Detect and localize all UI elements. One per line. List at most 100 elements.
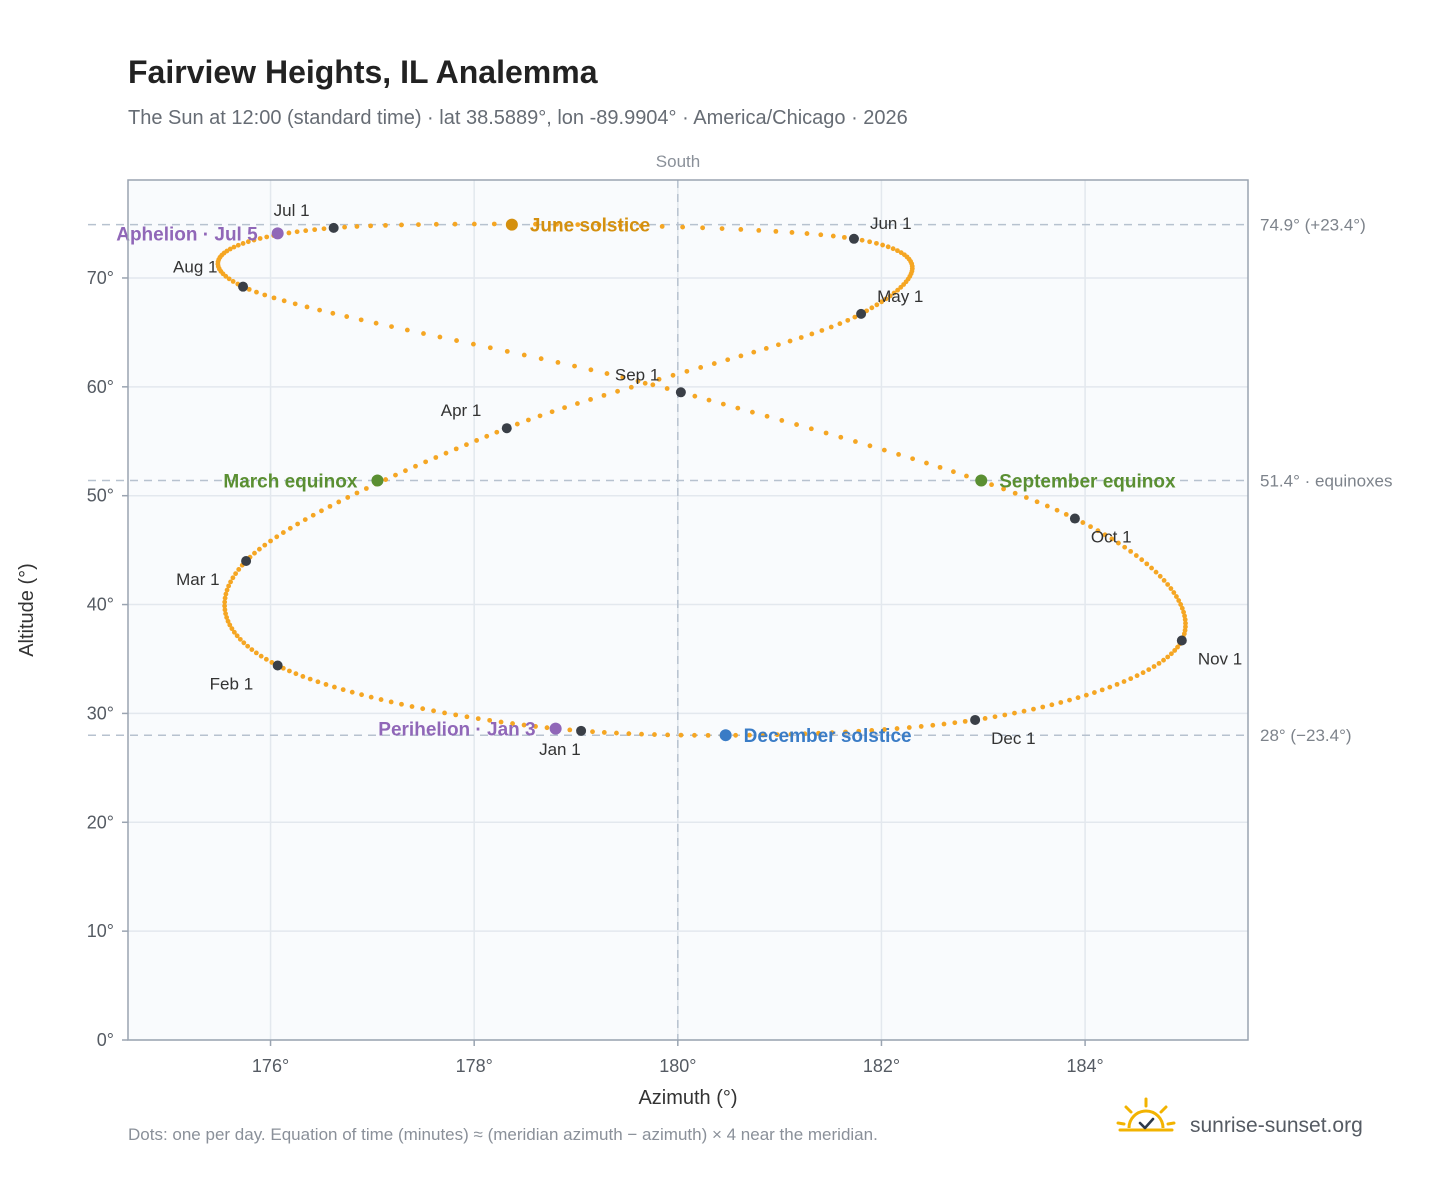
daily-dot	[620, 374, 626, 380]
daily-dot	[1169, 651, 1174, 657]
month-marker-label: Apr 1	[441, 401, 482, 420]
daily-dot	[257, 236, 263, 241]
daily-dot	[484, 433, 490, 439]
daily-dot	[383, 222, 388, 228]
x-tick-label: 180°	[659, 1056, 696, 1076]
daily-dot	[898, 250, 904, 256]
daily-dot	[354, 490, 360, 496]
y-tick-label: 30°	[87, 703, 114, 723]
daily-dot	[293, 671, 299, 677]
daily-dot	[336, 499, 342, 505]
daily-dot	[1168, 586, 1174, 591]
daily-dot	[251, 237, 257, 243]
daily-dot	[413, 463, 418, 469]
daily-dot	[869, 728, 875, 733]
x-tick-label: 184°	[1066, 1056, 1103, 1076]
daily-dot	[1151, 664, 1157, 669]
daily-dot	[246, 286, 252, 292]
daily-dot	[321, 226, 327, 232]
daily-dot	[1157, 573, 1163, 579]
daily-dot	[924, 460, 929, 466]
daily-dot	[399, 701, 404, 707]
event-marker	[549, 722, 562, 735]
daily-dot	[249, 647, 255, 652]
daily-dot	[575, 401, 580, 406]
daily-dot	[230, 279, 236, 284]
daily-dot	[652, 732, 657, 737]
daily-dot	[808, 426, 814, 432]
daily-dot	[1058, 700, 1064, 705]
daily-dot	[1092, 690, 1097, 695]
daily-dot	[533, 221, 538, 227]
daily-dot	[706, 397, 712, 403]
daily-dot	[253, 650, 259, 656]
daily-dot	[349, 689, 355, 695]
y-tick-label: 60°	[87, 377, 114, 397]
daily-dot	[454, 338, 459, 343]
daily-dot	[399, 222, 404, 228]
daily-dot	[628, 384, 634, 390]
month-marker	[328, 222, 339, 233]
event-label: Aphelion · Jul 5	[116, 224, 258, 245]
daily-dot	[1179, 605, 1185, 611]
daily-dot	[1054, 507, 1060, 513]
daily-dot	[588, 397, 593, 402]
daily-dot	[223, 591, 229, 597]
daily-dot	[937, 464, 943, 470]
daily-dot	[498, 719, 504, 725]
daily-dot	[615, 388, 620, 394]
daily-dot	[1172, 648, 1178, 653]
month-marker	[1069, 513, 1080, 524]
event-marker	[271, 227, 284, 240]
daily-dot	[1049, 702, 1055, 708]
daily-dot	[287, 525, 293, 531]
event-label: Perihelion · Jan 3	[378, 720, 535, 741]
daily-dot	[368, 694, 374, 700]
daily-dot	[664, 386, 670, 391]
daily-dot	[231, 244, 237, 250]
daily-dot	[678, 732, 684, 738]
daily-dot	[859, 237, 865, 243]
daily-dot	[830, 233, 836, 239]
daily-dot	[475, 716, 481, 722]
daily-dot	[918, 724, 924, 729]
daily-dot	[1183, 624, 1188, 630]
daily-dot	[1178, 602, 1184, 607]
daily-dot	[245, 239, 251, 245]
daily-dot	[1156, 660, 1162, 666]
daily-dot	[692, 393, 698, 399]
daily-dot	[575, 222, 581, 228]
reference-line-label: 51.4° · equinoxes	[1260, 471, 1393, 490]
daily-dot	[1122, 544, 1128, 550]
daily-dot	[223, 611, 228, 617]
event-label: June solstice	[530, 216, 650, 237]
daily-dot	[315, 679, 321, 685]
daily-dot	[982, 715, 988, 721]
footnote: Dots: one per day. Equation of time (min…	[128, 1125, 878, 1144]
daily-dot	[224, 615, 230, 620]
month-marker-label: Sep 1	[615, 365, 659, 384]
event-label: December solstice	[744, 726, 912, 747]
daily-dot	[1121, 679, 1127, 684]
daily-dot	[590, 729, 595, 735]
daily-dot	[373, 320, 379, 326]
daily-dot	[794, 422, 799, 427]
daily-dot	[241, 640, 247, 646]
daily-dot	[930, 722, 936, 728]
month-marker	[970, 714, 981, 725]
daily-dot	[1175, 644, 1180, 650]
month-marker	[848, 233, 859, 244]
daily-dot	[1182, 613, 1187, 619]
x-axis-ticks: 176° 178° 180° 182° 184°	[252, 1040, 1104, 1076]
daily-dot	[226, 583, 232, 589]
daily-dot	[614, 730, 619, 736]
daily-dot	[236, 567, 242, 572]
daily-dot	[823, 430, 829, 436]
daily-dot	[856, 728, 862, 734]
daily-dot	[1149, 565, 1154, 571]
daily-dot	[222, 599, 228, 605]
daily-dot	[354, 224, 360, 229]
daily-dot	[684, 368, 690, 374]
daily-dot	[1182, 617, 1188, 623]
daily-dot	[504, 348, 510, 354]
